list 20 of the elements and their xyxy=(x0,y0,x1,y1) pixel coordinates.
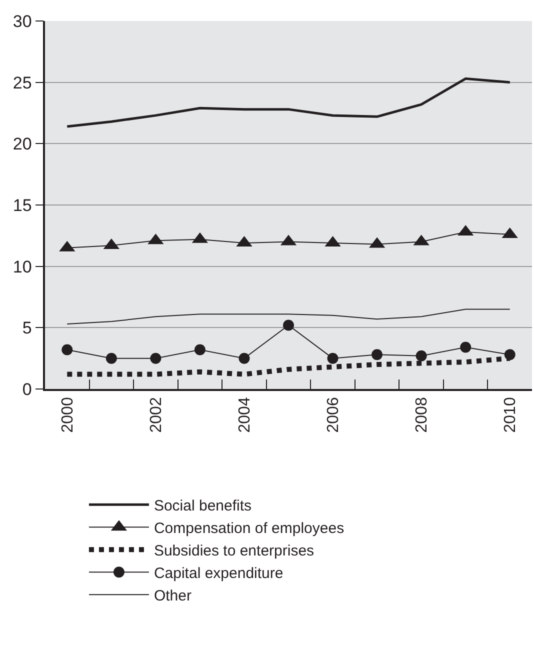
y-tick-label: 10 xyxy=(12,257,32,276)
legend-label: Capital expenditure xyxy=(154,564,284,582)
line-series xyxy=(66,77,512,128)
legend-label: Other xyxy=(154,587,192,604)
y-tick-label: 25 xyxy=(12,73,32,92)
x-tick-label: 2002 xyxy=(148,397,165,433)
x-tick-label: 2010 xyxy=(502,397,520,433)
y-tick-label: 0 xyxy=(22,380,32,399)
x-tick-label: 2006 xyxy=(324,397,342,433)
line-series xyxy=(66,308,510,324)
x-tick-label: 2004 xyxy=(236,397,254,433)
x-tick-label: 2008 xyxy=(414,397,431,433)
y-tick-label: 30 xyxy=(12,12,32,31)
x-tick-label: 2000 xyxy=(59,397,76,433)
legend-label: Subsidies to enterprises xyxy=(154,542,314,560)
y-tick-label: 20 xyxy=(12,134,32,154)
legend-label: Social benefits xyxy=(154,497,252,514)
y-tick-label: 15 xyxy=(12,196,32,215)
legend-label: Compensation of employees xyxy=(154,520,344,537)
y-tick-label: 5 xyxy=(22,318,32,338)
